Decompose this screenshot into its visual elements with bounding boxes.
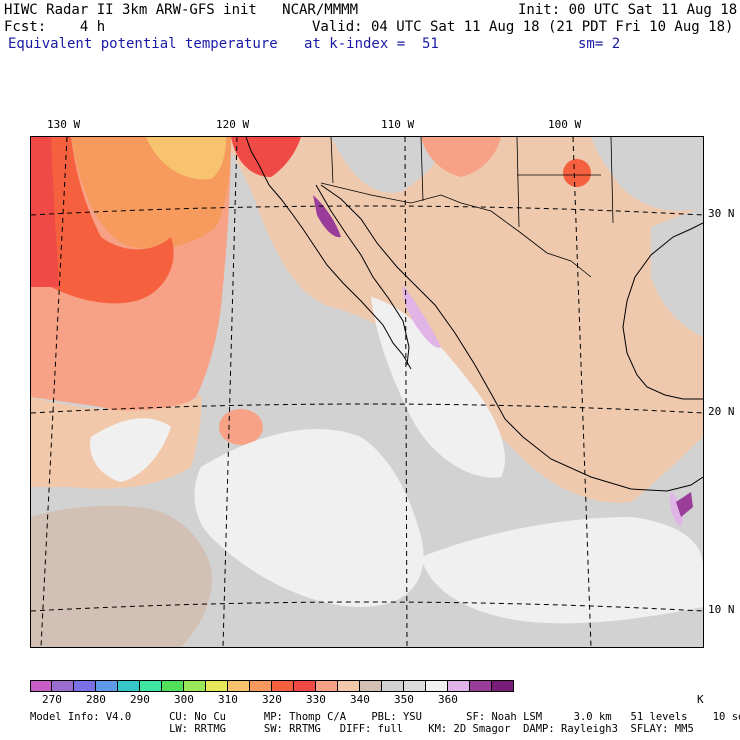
shade-tan-sw <box>31 505 212 647</box>
shade-lavender-2 <box>670 492 683 527</box>
smoothing-info: sm= 2 <box>578 36 621 52</box>
colorbar-cell <box>74 680 96 692</box>
lon-label-110w: 110 W <box>381 118 415 131</box>
colorbar-tick-label: 280 <box>86 693 106 706</box>
colorbar-cell <box>140 680 162 692</box>
colorbar-tick-label: 270 <box>42 693 62 706</box>
colorbar-cell <box>448 680 470 692</box>
lon-label-100w: 100 W <box>548 118 582 131</box>
level-info: at k-index = 51 <box>304 36 439 52</box>
colorbar-cell <box>360 680 382 692</box>
shade-gray-ne <box>591 137 703 211</box>
lon-label-130w: 130 W <box>47 118 81 131</box>
colorbar-tick-label: 290 <box>130 693 150 706</box>
colorbar-tick-label: 300 <box>174 693 194 706</box>
model-info-line2: LW: RRTMG SW: RRTMG DIFF: full KM: 2D Sm… <box>30 723 694 735</box>
coast-gulf-of-mexico <box>622 222 703 400</box>
colorbar-tick-label: 310 <box>218 693 238 706</box>
border-state-1 <box>330 137 334 184</box>
shade-purple-gulf <box>313 195 341 238</box>
shade-gray-gulf <box>651 207 703 337</box>
lon-line-130w <box>40 137 68 647</box>
shade-light-orange <box>146 137 226 180</box>
shade-white-patch <box>90 418 171 482</box>
colorbar-tick-label: 330 <box>306 693 326 706</box>
lat-label-20n: 20 N <box>708 405 735 418</box>
colorbar-cell <box>426 680 448 692</box>
lon-line-120w <box>222 137 238 647</box>
lon-line-110w <box>404 137 408 647</box>
shade-red-west <box>31 137 174 304</box>
border-state-3 <box>516 137 520 228</box>
colorbar-unit: K <box>697 693 704 706</box>
colorbar-cell <box>272 680 294 692</box>
coast-mexico-pacific <box>320 184 703 492</box>
theta-e-map <box>31 137 703 647</box>
colorbar-cell <box>162 680 184 692</box>
colorbar-cell <box>52 680 74 692</box>
colorbar-cell <box>404 680 426 692</box>
colorbar-cell <box>184 680 206 692</box>
colorbar-cell <box>470 680 492 692</box>
shade-red-edge <box>31 137 59 287</box>
colorbar-cell <box>250 680 272 692</box>
colorbar-cell <box>382 680 404 692</box>
colorbar-cell <box>96 680 118 692</box>
shade-red-spot <box>563 159 591 187</box>
border-state-5 <box>610 137 614 224</box>
colorbar-tick-label: 340 <box>350 693 370 706</box>
coastlines <box>245 137 703 492</box>
shade-red-north <box>231 137 301 177</box>
lon-label-120w: 120 W <box>216 118 250 131</box>
colorbar-cell <box>294 680 316 692</box>
shade-salmon-north <box>421 137 501 177</box>
colorbar-cell <box>206 680 228 692</box>
forecast-hour: Fcst: 4 h <box>4 19 106 35</box>
coast-baja-east <box>315 184 410 366</box>
colorbar-cell <box>492 680 514 692</box>
shade-purple-east <box>676 492 693 517</box>
map-panel <box>30 136 704 648</box>
init-time: Init: 00 UTC Sat 11 Aug 18 <box>518 2 738 18</box>
lon-line-100w <box>572 137 592 647</box>
shade-white-coast <box>371 297 505 478</box>
border-state-2 <box>420 137 424 202</box>
colorbar-cell <box>228 680 250 692</box>
colorbar-tick-label: 350 <box>394 693 414 706</box>
lat-label-30n: 30 N <box>708 207 735 220</box>
lat-line-10n <box>31 601 703 612</box>
plot-title: HIWC Radar II 3km ARW-GFS init NCAR/MMMM <box>4 2 359 18</box>
coast-baja-west <box>245 137 412 370</box>
lat-label-10n: 10 N <box>708 603 735 616</box>
lat-line-20n <box>31 403 703 414</box>
model-info-line1: Model Info: V4.0 CU: No Cu MP: Thomp C/A… <box>30 711 740 723</box>
colorbar-cell <box>338 680 360 692</box>
shade-gray-north <box>331 137 451 193</box>
colorbar-cell <box>118 680 140 692</box>
valid-time: Valid: 04 UTC Sat 11 Aug 18 (21 PDT Fri … <box>312 19 734 35</box>
shade-lavender-1 <box>402 285 441 348</box>
shade-white-east <box>421 517 703 624</box>
colorbar-cell <box>30 680 52 692</box>
graticule <box>31 137 703 647</box>
colorbar <box>30 680 514 692</box>
lat-line-30n <box>31 205 703 216</box>
field-name: Equivalent potential temperature <box>8 36 278 52</box>
shade-salmon-blob <box>219 409 263 445</box>
shade-white-pool <box>194 428 424 607</box>
colorbar-tick-label: 320 <box>262 693 282 706</box>
colorbar-cell <box>316 680 338 692</box>
colorbar-tick-label: 360 <box>438 693 458 706</box>
